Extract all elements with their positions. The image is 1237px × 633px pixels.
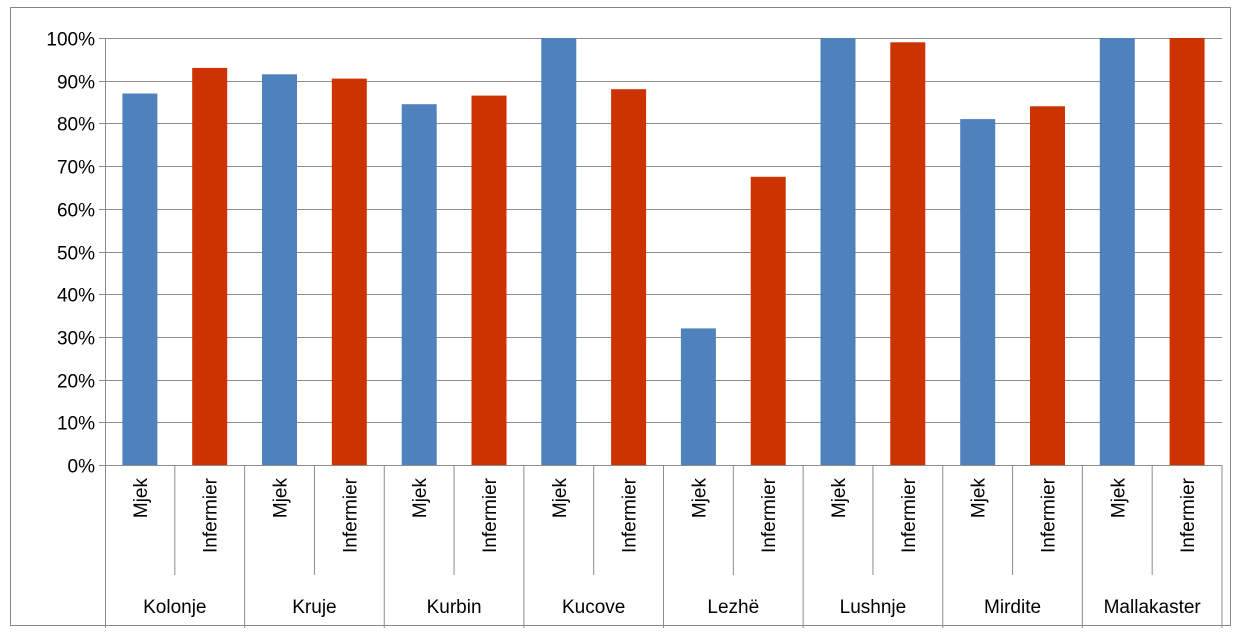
y-tick-label: 10%	[57, 414, 95, 435]
x-category-label: Mjek	[550, 478, 571, 519]
y-tick-label: 100%	[46, 30, 95, 51]
bar-lushnje-infermier	[890, 42, 926, 466]
x-category-label: Infermier	[1178, 477, 1199, 553]
y-tick-label: 80%	[57, 115, 95, 136]
x-category-label: Infermier	[1038, 477, 1059, 553]
x-category-label: Infermier	[201, 477, 222, 553]
y-tick-label: 20%	[57, 372, 95, 393]
bar-lezhë-mjek	[680, 328, 716, 465]
bar-mallakaster-infermier	[1169, 38, 1205, 465]
y-tick-label: 70%	[57, 158, 95, 179]
y-tick-label: 30%	[57, 329, 95, 350]
bar-kucove-mjek	[541, 38, 577, 465]
bar-lushnje-mjek	[820, 38, 856, 465]
x-category-label: Mjek	[410, 478, 431, 519]
x-category-label: Mjek	[689, 478, 710, 519]
bar-kurbin-mjek	[401, 104, 437, 465]
x-category-label: Mjek	[131, 478, 152, 519]
x-category-label: Mjek	[271, 478, 292, 519]
bar-lezhë-infermier	[750, 176, 786, 466]
x-category-label: Mjek	[829, 478, 850, 519]
x-category-label: Infermier	[759, 477, 780, 553]
x-group-label: Mallakaster	[1104, 597, 1202, 618]
x-category-label: Infermier	[480, 477, 501, 553]
y-tick-label: 90%	[57, 73, 95, 94]
x-category-label: Infermier	[899, 477, 920, 553]
bar-mirdite-mjek	[960, 119, 996, 465]
axes	[99, 38, 1223, 628]
bar-kruje-infermier	[331, 78, 367, 465]
bar-kurbin-infermier	[471, 95, 507, 465]
y-tick-label: 60%	[57, 201, 95, 222]
x-group-label: Lushnje	[840, 597, 907, 618]
x-group-label: Mirdite	[984, 597, 1041, 618]
bar-kruje-mjek	[262, 74, 297, 466]
bar-kucove-infermier	[611, 89, 647, 465]
x-category-label: Infermier	[340, 477, 361, 553]
bar-kolonje-mjek	[122, 93, 158, 465]
x-category-label: Infermier	[620, 477, 641, 553]
x-group-label: Kurbin	[427, 597, 482, 618]
y-tick-label: 50%	[57, 244, 95, 265]
x-category-label: Mjek	[1108, 478, 1129, 519]
x-group-label: Lezhë	[707, 597, 759, 618]
bars	[122, 38, 1205, 466]
axis-labels: 0% 10% 20% 30% 40% 50% 60% 70% 80% 90% 100% Mjek Inf…	[46, 30, 1201, 619]
bar-mallakaster-mjek	[1099, 38, 1135, 465]
y-tick-label: 40%	[57, 286, 95, 307]
x-group-label: Kruje	[292, 597, 336, 618]
x-group-label: Kucove	[562, 597, 625, 618]
bar-kolonje-infermier	[192, 67, 228, 466]
x-category-label: Mjek	[969, 478, 990, 519]
y-tick-label: 0%	[68, 457, 96, 478]
bar-mirdite-infermier	[1030, 106, 1065, 466]
x-group-label: Kolonje	[143, 597, 206, 618]
